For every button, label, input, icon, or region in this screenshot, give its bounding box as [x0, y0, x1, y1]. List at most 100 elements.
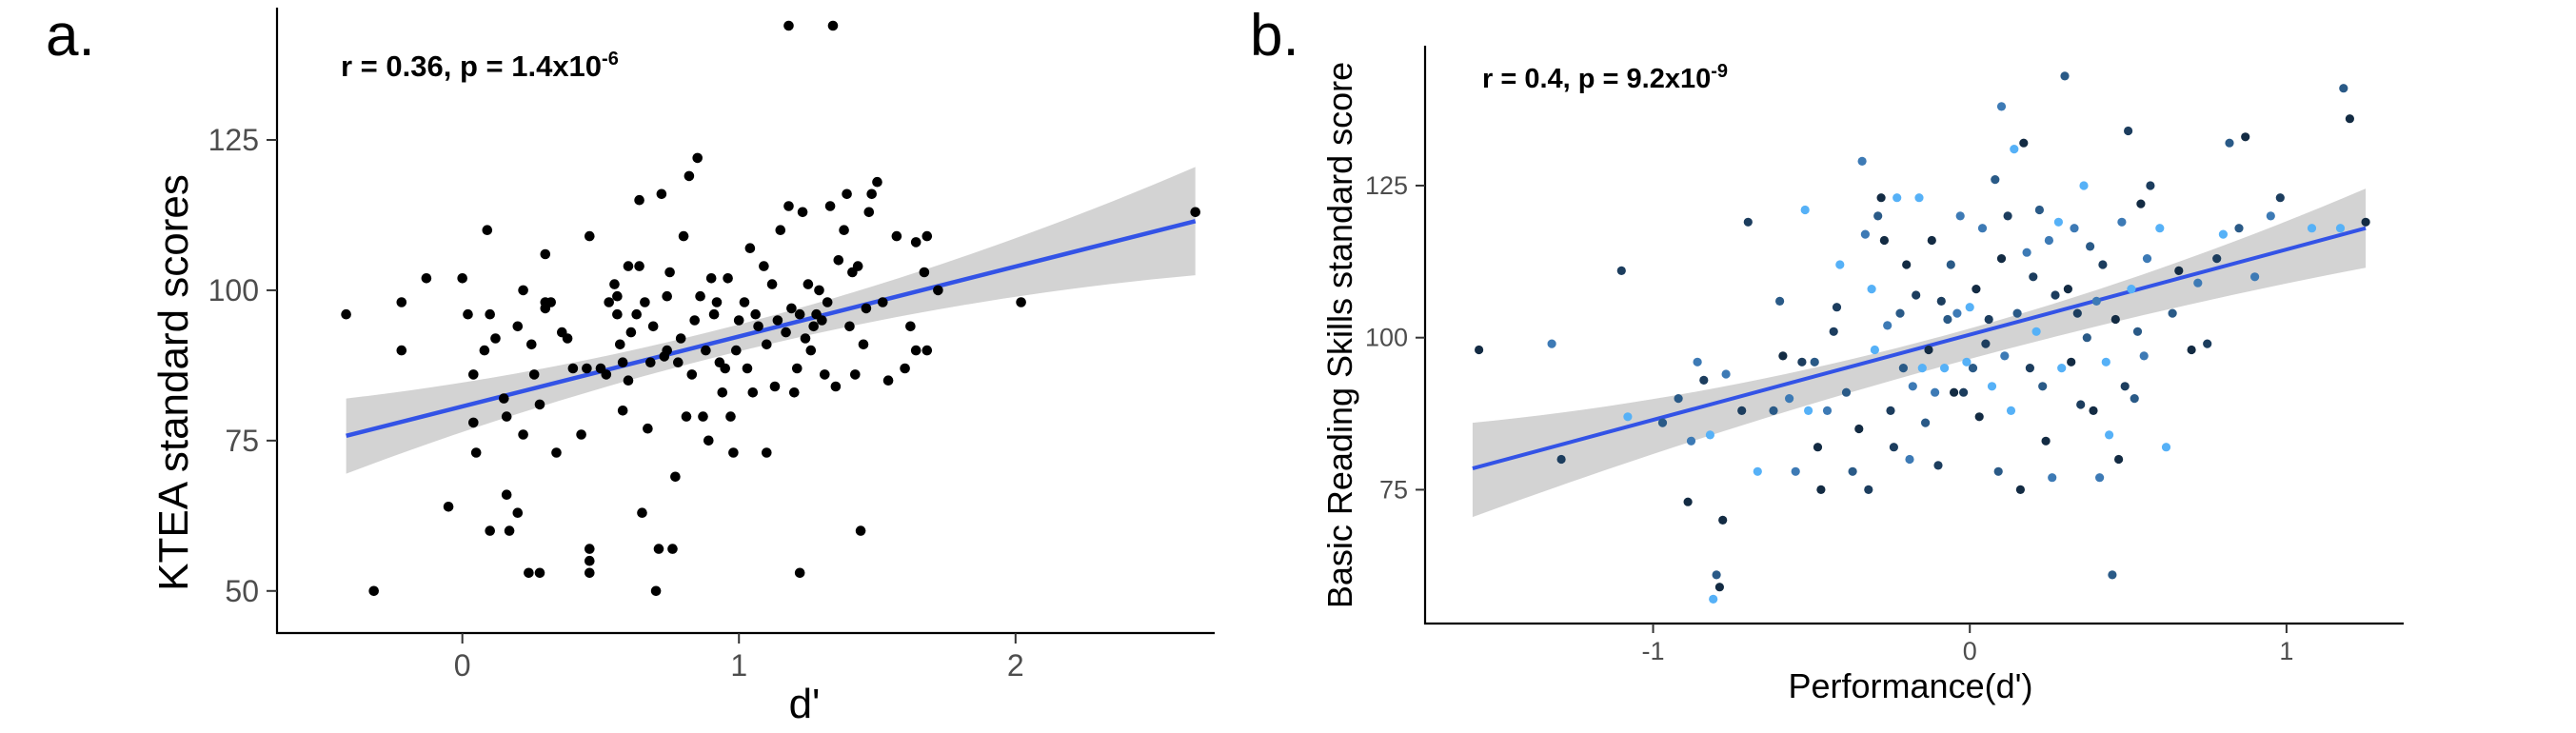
data-point	[1912, 290, 1921, 300]
panel-a-annotation: r = 0.36, p = 1.4x10-6	[341, 49, 619, 83]
data-point	[1016, 297, 1026, 307]
data-point	[1892, 193, 1902, 203]
data-point	[482, 225, 493, 235]
data-point	[1712, 570, 1721, 580]
data-point	[640, 297, 650, 307]
data-point	[789, 387, 800, 398]
data-point	[1860, 229, 1870, 239]
data-point	[1974, 412, 1984, 422]
data-point	[708, 308, 720, 320]
data-point	[2127, 285, 2136, 294]
data-point	[2057, 364, 2067, 373]
data-point	[2155, 224, 2165, 233]
data-point	[670, 471, 681, 483]
data-point	[842, 188, 852, 200]
data-point	[1714, 583, 1724, 592]
data-point	[2187, 345, 2196, 355]
data-point	[2266, 211, 2275, 221]
data-point	[919, 267, 930, 278]
data-point	[698, 411, 708, 422]
data-point	[421, 273, 432, 284]
data-point	[504, 525, 515, 536]
panel-a-letter: a.	[46, 3, 95, 69]
data-point	[2339, 84, 2348, 93]
data-point	[653, 544, 664, 554]
data-point	[1785, 394, 1794, 404]
data-point	[625, 327, 637, 338]
data-point	[470, 447, 482, 458]
y-tick-label: 50	[225, 574, 259, 608]
data-point	[878, 297, 888, 307]
data-point	[769, 381, 781, 392]
data-point	[2060, 71, 2070, 81]
data-point	[781, 327, 791, 338]
data-point	[1835, 260, 1845, 269]
data-point	[1943, 314, 1952, 325]
data-point	[797, 207, 808, 218]
data-point	[2146, 181, 2155, 190]
data-point	[2022, 248, 2031, 257]
y-tick-label: 75	[1379, 475, 1408, 504]
data-point	[1857, 156, 1867, 166]
data-point	[747, 387, 759, 398]
data-point	[739, 297, 750, 307]
data-point	[753, 321, 763, 332]
y-tick-label: 100	[1365, 324, 1408, 352]
data-point	[1737, 406, 1747, 415]
data-point	[1936, 296, 1946, 306]
data-point	[783, 201, 794, 211]
data-point	[1917, 364, 1927, 373]
data-point	[341, 308, 351, 320]
data-point	[852, 261, 863, 271]
data-point	[1709, 594, 1718, 604]
data-point	[485, 308, 495, 320]
data-point	[803, 279, 814, 289]
data-point	[1950, 387, 1959, 397]
data-point	[1972, 285, 1981, 294]
data-point	[2120, 382, 2130, 391]
panel-b-x-axis-title: Performance(d')	[1789, 666, 2033, 705]
data-point	[1977, 224, 1988, 233]
data-point	[1981, 339, 1991, 348]
data-point	[2041, 436, 2051, 446]
data-point	[2048, 473, 2057, 483]
data-point	[794, 567, 805, 579]
data-point	[637, 507, 647, 518]
data-point	[617, 406, 628, 416]
data-point	[2051, 290, 2060, 300]
data-point	[2203, 339, 2212, 348]
data-point	[545, 297, 556, 307]
data-point	[1822, 406, 1833, 415]
data-point	[733, 315, 744, 326]
data-point	[695, 290, 705, 302]
data-point	[612, 290, 623, 302]
data-point	[2019, 138, 2029, 148]
data-point	[1797, 357, 1807, 366]
data-point	[540, 248, 551, 260]
data-point	[1959, 387, 1969, 397]
data-point	[1813, 443, 1823, 452]
data-point	[692, 152, 703, 164]
confidence-band-area	[346, 167, 1196, 474]
data-point	[720, 363, 730, 374]
data-point	[2136, 199, 2146, 208]
data-point	[576, 429, 586, 440]
data-point	[822, 297, 833, 307]
data-point	[800, 333, 811, 344]
data-point	[1804, 406, 1813, 415]
data-point	[647, 321, 659, 332]
data-point	[1674, 394, 1683, 404]
x-tick-label: 1	[2279, 637, 2293, 665]
data-point	[1876, 193, 1886, 203]
data-point	[485, 525, 495, 536]
data-point	[664, 267, 675, 278]
data-point	[2070, 224, 2079, 233]
data-point	[2142, 254, 2152, 264]
data-point	[783, 20, 794, 31]
data-point	[2010, 145, 2019, 154]
data-point	[479, 345, 490, 356]
data-point	[723, 273, 733, 284]
data-point	[872, 176, 882, 188]
data-point	[2000, 351, 2010, 361]
data-point	[2193, 278, 2203, 287]
